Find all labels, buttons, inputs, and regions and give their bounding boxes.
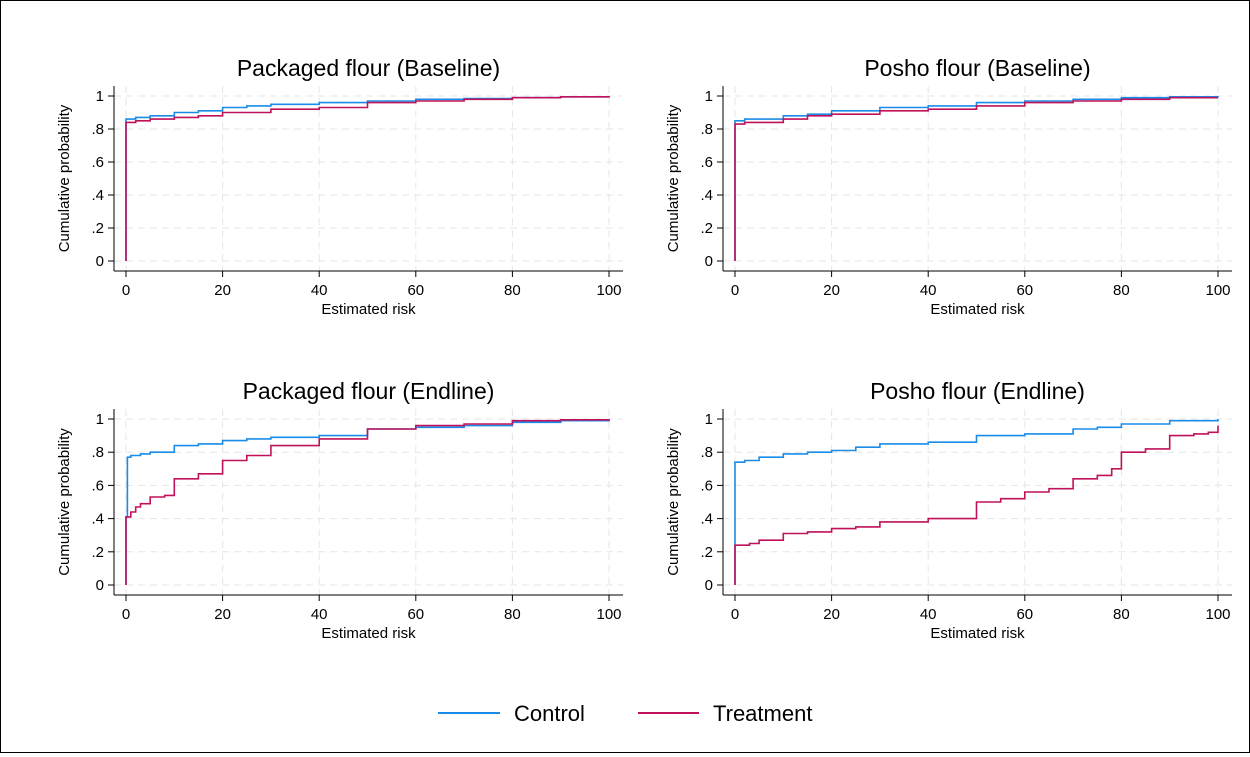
- y-tick-label: .6: [91, 154, 104, 171]
- y-tick-label: .6: [91, 477, 104, 494]
- y-tick-label: .2: [91, 544, 104, 561]
- y-tick-label: 0: [705, 577, 713, 594]
- x-tick-label: 0: [122, 606, 130, 623]
- x-tick-label: 100: [596, 606, 621, 623]
- x-tick-label: 100: [1205, 606, 1230, 623]
- y-tick-label: .8: [700, 444, 713, 461]
- y-tick-label: .4: [91, 187, 104, 204]
- y-tick-label: 0: [96, 577, 104, 594]
- y-axis-label: Cumulative probability: [665, 104, 682, 252]
- series-line-control: [125, 419, 610, 585]
- y-axis-label: Cumulative probability: [56, 428, 73, 576]
- x-tick-label: 0: [122, 282, 130, 299]
- y-tick-label: .4: [700, 187, 713, 204]
- y-axis-label: Cumulative probability: [665, 428, 682, 576]
- chart-panel-1: 0 .2 .4 .6 .8 1 0 20 40 60 80 100 Estimated risk Cumu…: [56, 55, 623, 318]
- y-tick-label: 1: [705, 411, 713, 428]
- series-line-treatment: [734, 425, 1219, 585]
- x-tick-label: 80: [504, 282, 521, 299]
- y-tick-label: .8: [91, 121, 104, 138]
- x-tick-label: 80: [504, 606, 521, 623]
- x-tick-label: 40: [920, 282, 937, 299]
- x-tick-label: 60: [1016, 282, 1033, 299]
- x-tick-label: 20: [823, 282, 840, 299]
- x-tick-label: 60: [1016, 606, 1033, 623]
- y-tick-label: .2: [700, 220, 713, 237]
- x-tick-label: 40: [311, 282, 328, 299]
- y-tick-label: 0: [705, 253, 713, 270]
- legend-label-treatment: Treatment: [713, 701, 812, 726]
- legend: Control Treatment: [438, 701, 812, 726]
- panel-title: Packaged flour (Endline): [243, 378, 495, 404]
- series-line-control: [734, 419, 1219, 585]
- y-axis-label: Cumulative probability: [56, 104, 73, 252]
- x-tick-label: 60: [407, 606, 424, 623]
- y-tick-label: .6: [700, 154, 713, 171]
- y-tick-label: .8: [91, 444, 104, 461]
- x-tick-label: 80: [1113, 606, 1130, 623]
- x-tick-label: 100: [596, 282, 621, 299]
- x-tick-label: 100: [1205, 282, 1230, 299]
- series-line-control: [734, 96, 1219, 261]
- x-tick-label: 60: [407, 282, 424, 299]
- chart-panel-2: 0 .2 .4 .6 .8 1 0 20 40 60 80 100 Estimated risk Cumu…: [665, 55, 1232, 318]
- x-tick-label: 0: [731, 282, 739, 299]
- y-tick-label: .2: [91, 220, 104, 237]
- y-tick-label: .4: [700, 511, 713, 528]
- x-tick-label: 80: [1113, 282, 1130, 299]
- y-tick-label: 0: [96, 253, 104, 270]
- legend-label-control: Control: [514, 701, 585, 726]
- panel-title: Packaged flour (Baseline): [237, 55, 500, 81]
- x-tick-label: 20: [214, 606, 231, 623]
- x-axis-label: Estimated risk: [930, 625, 1025, 642]
- x-axis-label: Estimated risk: [321, 625, 416, 642]
- x-tick-label: 20: [214, 282, 231, 299]
- panel-title: Posho flour (Endline): [870, 378, 1085, 404]
- series-line-treatment: [125, 419, 610, 585]
- y-tick-label: 1: [705, 88, 713, 105]
- x-axis-label: Estimated risk: [321, 301, 416, 318]
- y-tick-label: 1: [96, 411, 104, 428]
- y-tick-label: .8: [700, 121, 713, 138]
- x-tick-label: 40: [311, 606, 328, 623]
- series-line-control: [125, 96, 610, 261]
- series-line-treatment: [734, 96, 1218, 261]
- x-tick-label: 20: [823, 606, 840, 623]
- chart-panel-3: 0 .2 .4 .6 .8 1 0 20 40 60 80 100 Estimated risk Cumu…: [56, 378, 623, 642]
- x-tick-label: 0: [731, 606, 739, 623]
- chart-panel-4: 0 .2 .4 .6 .8 1 0 20 40 60 80 100 Estimated risk Cumu…: [665, 378, 1232, 642]
- panel-title: Posho flour (Baseline): [864, 55, 1090, 81]
- y-tick-label: .6: [700, 477, 713, 494]
- x-axis-label: Estimated risk: [930, 301, 1025, 318]
- y-tick-label: 1: [96, 88, 104, 105]
- y-tick-label: .4: [91, 511, 104, 528]
- y-tick-label: .2: [700, 544, 713, 561]
- series-line-treatment: [125, 96, 610, 261]
- x-tick-label: 40: [920, 606, 937, 623]
